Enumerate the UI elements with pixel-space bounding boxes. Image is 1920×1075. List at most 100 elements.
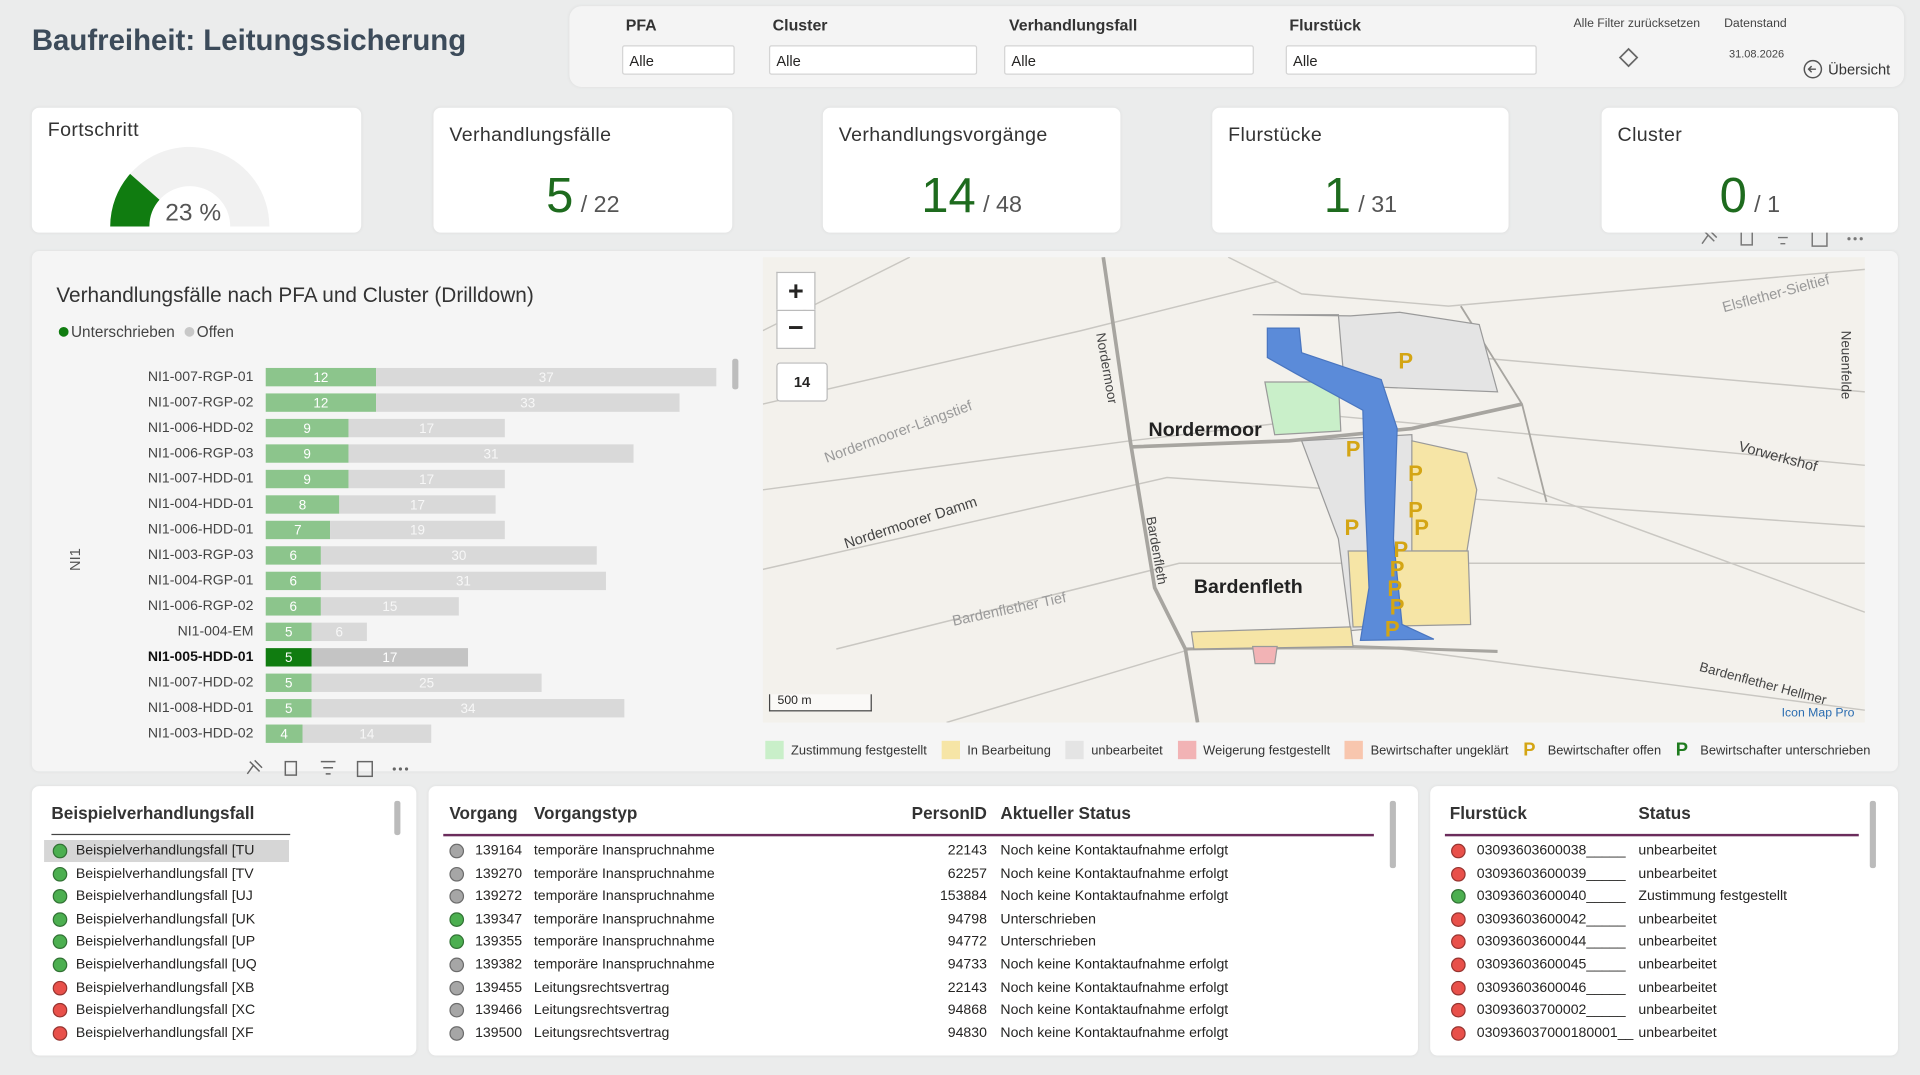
slicer-item[interactable]: Beispielverhandlungsfall [XF: [75, 1025, 254, 1041]
slicer-item[interactable]: Beispielverhandlungsfall [TV: [75, 866, 254, 882]
table-cell: unbearbeitet: [1638, 980, 1717, 996]
slicer-item[interactable]: Beispielverhandlungsfall [XB: [75, 980, 255, 996]
zoom-level: 14: [776, 362, 828, 402]
table-cell: Noch keine Kontaktaufnahme erfolgt: [1000, 866, 1229, 882]
bar-value-label: 12: [313, 395, 328, 410]
selected-row: [44, 840, 289, 863]
category-label: NI1-003-HDD-02: [148, 724, 254, 740]
map-attribution[interactable]: Icon Map Pro: [1781, 706, 1855, 721]
header-rule: [443, 833, 1374, 837]
bar-value-label: 8: [299, 497, 306, 512]
bar-value-label: 17: [410, 497, 425, 512]
map-marker[interactable]: P: [1387, 576, 1402, 601]
bar-segment: [265, 393, 377, 412]
table-cell: 94830: [947, 1025, 987, 1041]
map-marker[interactable]: P: [1398, 348, 1413, 373]
map-marker[interactable]: P: [1346, 436, 1361, 461]
bar-value-label: 25: [419, 676, 434, 691]
status-dot: [449, 934, 465, 950]
header-rule: [1444, 833, 1859, 837]
map-area: [1251, 645, 1278, 665]
bar-segment: [265, 622, 312, 642]
status-dot: [1451, 843, 1466, 859]
map-legend-label: Weigerung festgestellt: [1203, 742, 1331, 758]
filter-dropdown[interactable]: Alle: [1285, 45, 1537, 75]
map-marker[interactable]: P: [1393, 537, 1408, 562]
filter-dropdown[interactable]: Alle: [1004, 45, 1254, 75]
map-legend-swatch: [765, 740, 784, 760]
slicer-item[interactable]: Beispielverhandlungsfall [XC: [75, 1003, 256, 1018]
slicer-item[interactable]: Beispielverhandlungsfall [UQ: [75, 957, 257, 973]
reset-icon[interactable]: [1616, 45, 1640, 69]
status-dot: [52, 980, 68, 996]
slicer-item[interactable]: Beispielverhandlungsfall [UK: [75, 911, 256, 927]
bar-value-label: 6: [290, 548, 297, 563]
status-dot: [52, 866, 68, 882]
table-cell: Leitungsrechtsvertrag: [533, 1025, 670, 1041]
datenstand-label: Datenstand: [1724, 17, 1787, 31]
bar-segment: [265, 444, 349, 463]
map-marker[interactable]: P: [1408, 498, 1423, 523]
overview-button[interactable]: Übersicht: [1828, 61, 1891, 79]
bar-value-label: 5: [285, 650, 292, 665]
table-cell: 22143: [947, 980, 987, 996]
map-marker[interactable]: P: [1390, 556, 1405, 581]
category-label: NI1-004-RGP-01: [148, 572, 254, 588]
status-dot: [52, 1003, 68, 1018]
back-icon[interactable]: [1802, 59, 1823, 80]
visual-header-icons: [246, 759, 409, 778]
map-marker[interactable]: P: [1414, 515, 1429, 540]
table-cell: 139272: [475, 889, 523, 904]
bar-segment: [376, 393, 680, 412]
bar-segment: [348, 469, 505, 489]
bar-value-label: 6: [290, 599, 297, 614]
chart-title: Verhandlungsfälle nach PFA und Cluster (…: [56, 284, 533, 307]
filter-dropdown[interactable]: Alle: [622, 45, 735, 75]
bar-value-label: 5: [285, 625, 292, 640]
status-dot: [449, 1003, 465, 1018]
category-label: NI1-004-EM: [178, 623, 254, 639]
filter-label: PFA: [625, 15, 657, 35]
table-cell: temporäre Inanspruchnahme: [533, 957, 715, 973]
map-marker[interactable]: P: [1385, 616, 1400, 641]
kpi-card: Flurstücke 1 / 31: [1212, 107, 1509, 233]
slicer-item[interactable]: Beispielverhandlungsfall [TU: [75, 843, 255, 859]
table-cell: temporäre Inanspruchnahme: [533, 889, 715, 904]
slicer-item[interactable]: Beispielverhandlungsfall [UP: [75, 934, 256, 950]
category-label: NI1-006-HDD-01: [148, 521, 254, 537]
table-cell: 03093603600045_____: [1476, 957, 1626, 973]
map-road: [762, 476, 1865, 571]
table-cell: 22143: [947, 843, 987, 859]
table-cell: 03093603600039_____: [1476, 866, 1626, 882]
filter-dropdown[interactable]: Alle: [768, 45, 978, 75]
scrollbar: [732, 358, 739, 390]
kpi-value-row: 5/ 22: [433, 169, 732, 224]
map-marker[interactable]: P: [1344, 515, 1359, 540]
map-legend-item: P Bewirtschafter unterschrieben: [1676, 740, 1871, 761]
bar-value-label: 4: [280, 727, 288, 742]
kpi-title: Verhandlungsvorgänge: [838, 124, 1048, 146]
datenstand-value: 31.08.2026: [1728, 47, 1785, 61]
map-road: [1497, 476, 1865, 613]
table-cell: Noch keine Kontaktaufnahme erfolgt: [1000, 1003, 1229, 1018]
bar-value-label: 33: [520, 395, 535, 410]
bar-value-label: 15: [382, 599, 397, 614]
table-cell: 139466: [475, 1003, 523, 1018]
bar-value-label: 9: [303, 446, 310, 461]
bar-segment: [320, 546, 597, 565]
reset-filters-label[interactable]: Alle Filter zurücksetzen: [1573, 17, 1701, 31]
bar-segment: [302, 724, 432, 743]
kpi-total: / 1: [1754, 192, 1781, 218]
map-marker[interactable]: P: [1390, 594, 1405, 619]
kpi-value-row: 0 / 1: [1602, 169, 1898, 224]
map-area: [1190, 626, 1354, 650]
zoom-in-button[interactable]: +: [776, 271, 816, 310]
slicer-item[interactable]: Beispielverhandlungsfall [UJ: [75, 889, 253, 904]
zoom-out-button[interactable]: −: [776, 309, 816, 349]
bar-segment: [311, 699, 625, 718]
map-marker[interactable]: P: [1408, 461, 1423, 486]
map-legend-label: Bewirtschafter offen: [1547, 742, 1662, 758]
bar-segment: [265, 724, 303, 743]
